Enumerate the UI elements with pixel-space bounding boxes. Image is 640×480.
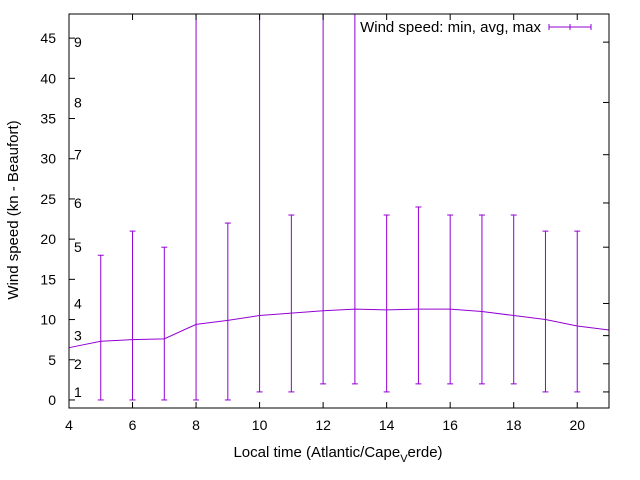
beaufort-label: 6 xyxy=(74,195,82,211)
beaufort-label: 9 xyxy=(74,34,82,50)
beaufort-label: 8 xyxy=(74,94,82,110)
beaufort-label: 2 xyxy=(74,356,82,372)
legend: Wind speed: min, avg, max xyxy=(360,19,592,36)
legend-key xyxy=(548,24,592,30)
x-tick-label: 14 xyxy=(379,417,395,433)
beaufort-label: 4 xyxy=(74,295,82,311)
beaufort-label: 1 xyxy=(74,384,82,400)
x-tick-label: 8 xyxy=(192,417,200,433)
y-tick-label: 5 xyxy=(48,352,56,368)
plot-frame xyxy=(68,13,610,409)
y-tick-label: 45 xyxy=(40,30,56,46)
x-axis-label: Local time (Atlantic/CapeVerde) xyxy=(233,444,442,465)
y-tick-label: 30 xyxy=(40,151,56,167)
x-axis-label-sub: V xyxy=(400,453,408,465)
beaufort-label: 5 xyxy=(74,239,82,255)
x-tick-label: 16 xyxy=(442,417,458,433)
y-axis-label: Wind speed (kn - Beaufort) xyxy=(5,120,22,299)
x-tick-label: 12 xyxy=(315,417,331,433)
y-tick-label: 20 xyxy=(40,231,56,247)
x-axis-label-main: Local time (Atlantic/Cape xyxy=(233,444,400,461)
beaufort-label: 3 xyxy=(74,328,82,344)
x-tick-label: 20 xyxy=(569,417,585,433)
plot-border xyxy=(68,13,610,409)
x-tick-label: 6 xyxy=(129,417,137,433)
avg-line xyxy=(68,308,610,349)
series-layer xyxy=(68,308,610,349)
beaufort-label: 7 xyxy=(74,147,82,163)
beaufort-labels: 1 2 3 4 5 6 7 8 9 xyxy=(74,34,82,400)
x-axis-ticks: 4 6 8 10 12 14 16 18 20 xyxy=(65,14,585,433)
y-tick-label: 35 xyxy=(40,111,56,127)
legend-label: Wind speed: min, avg, max xyxy=(360,19,541,36)
error-bars xyxy=(97,13,581,401)
y-tick-label: 15 xyxy=(40,271,56,287)
y-tick-label: 25 xyxy=(40,191,56,207)
y-tick-label: 40 xyxy=(40,70,56,86)
x-tick-label: 18 xyxy=(506,417,522,433)
y-tick-label: 10 xyxy=(40,312,56,328)
y-tick-label: 0 xyxy=(48,392,56,408)
x-axis-label-tail: erde) xyxy=(408,444,443,461)
x-tick-label: 10 xyxy=(252,417,268,433)
x-tick-label: 4 xyxy=(65,417,73,433)
